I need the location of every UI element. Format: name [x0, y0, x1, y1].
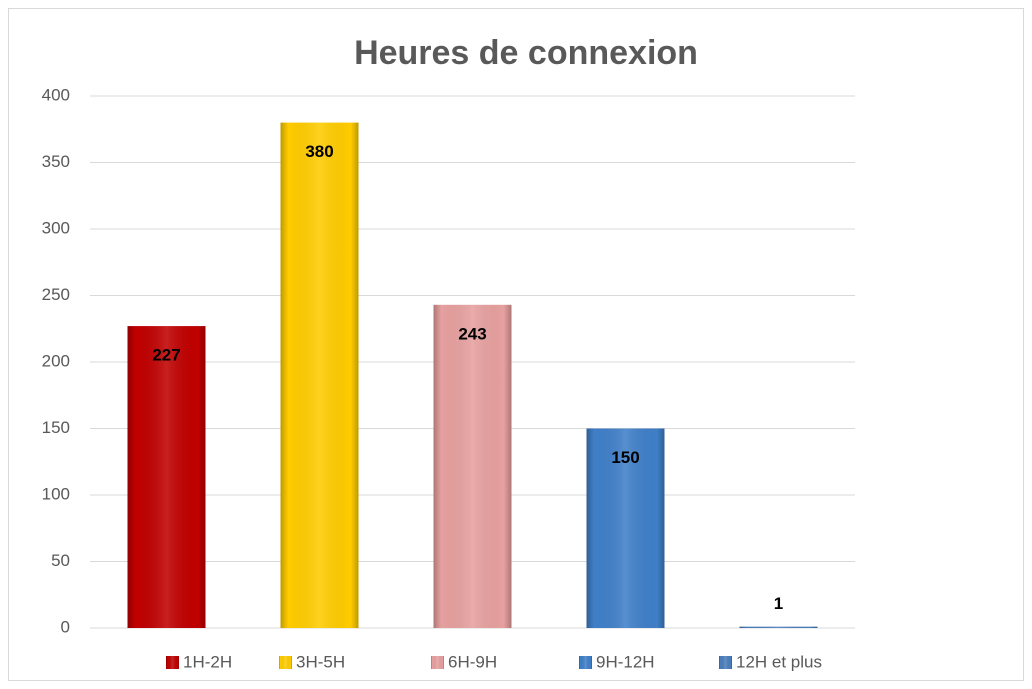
y-tick-label: 250 — [42, 285, 70, 304]
chart-title: Heures de connexion — [354, 34, 698, 72]
bar — [127, 326, 206, 628]
data-label: 1 — [774, 594, 783, 613]
y-tick-label: 0 — [61, 617, 70, 636]
y-tick-label: 400 — [42, 85, 70, 104]
y-tick-label: 200 — [42, 351, 70, 370]
legend-swatch-shade — [719, 656, 732, 669]
y-tick-label: 150 — [42, 418, 70, 437]
legend-label: 6H-9H — [448, 652, 497, 671]
data-label: 380 — [305, 142, 333, 161]
legend-swatch-shade — [431, 656, 444, 669]
y-tick-label: 100 — [42, 484, 70, 503]
bar — [739, 626, 818, 628]
y-tick-label: 350 — [42, 152, 70, 171]
data-label: 150 — [611, 448, 639, 467]
legend-swatch-shade — [279, 656, 292, 669]
legend-label: 12H et plus — [736, 652, 822, 671]
bar — [433, 304, 512, 628]
bar — [280, 122, 359, 628]
legend-swatch-shade — [579, 656, 592, 669]
y-tick-label: 50 — [51, 551, 70, 570]
legend-label: 9H-12H — [596, 652, 655, 671]
legend-swatch-shade — [166, 656, 179, 669]
legend-label: 3H-5H — [296, 652, 345, 671]
legend-label: 1H-2H — [183, 652, 232, 671]
data-label: 227 — [152, 346, 180, 365]
y-tick-label: 300 — [42, 218, 70, 237]
data-label: 243 — [458, 324, 486, 343]
